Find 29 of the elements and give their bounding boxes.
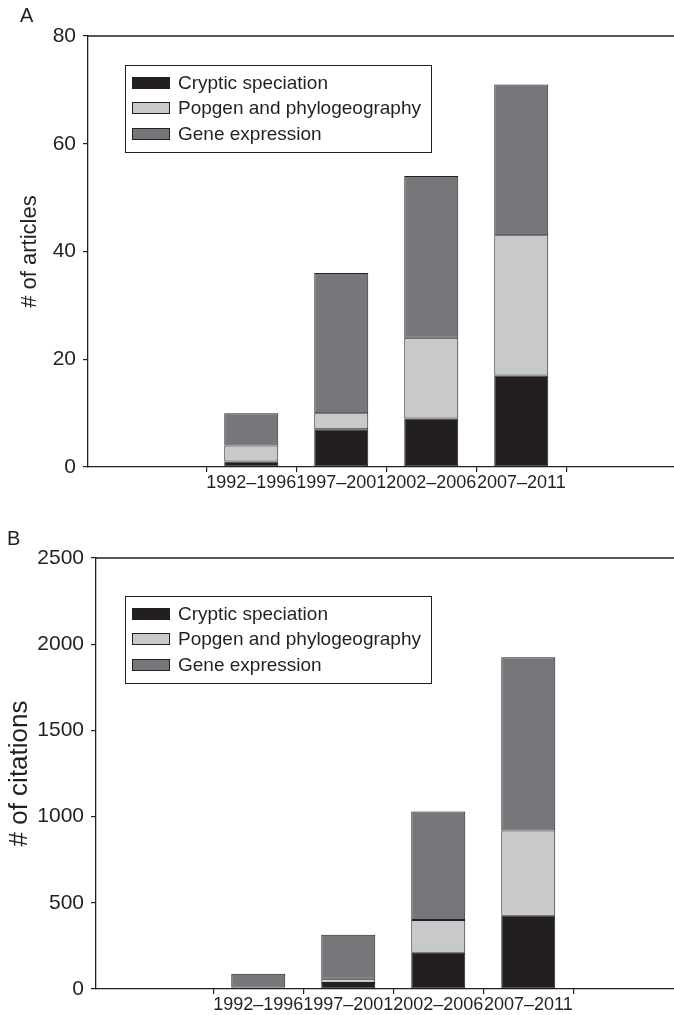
legend-label: Cryptic speciation (178, 602, 328, 625)
legend-label: Popgen and phylogeography (178, 628, 421, 651)
y-tick-label: 60 (52, 130, 76, 154)
legend-label: Cryptic speciation (178, 71, 328, 94)
y-axis-title: # of citations (2, 700, 33, 847)
x-tick-label: 1992–1996 (206, 471, 297, 492)
y-tick-label: 80 (52, 22, 76, 46)
legend-label: Gene expression (178, 653, 322, 676)
y-axis-title: # of articles (16, 195, 42, 308)
y-tick-label: 20 (52, 346, 76, 370)
y-tick-label: 500 (48, 889, 84, 913)
y-tick-label: 2500 (37, 544, 84, 568)
y-tick-label: 1500 (37, 717, 84, 741)
y-tick-label: 1000 (37, 803, 84, 827)
y-tick-label: 2000 (37, 631, 84, 654)
y-tick-label: 0 (72, 975, 84, 999)
x-tick-label: 1992–1996 (213, 993, 304, 1014)
y-tick-label: 40 (52, 238, 76, 262)
x-tick-label: 2002–2006 (393, 993, 484, 1014)
text: B (7, 527, 21, 549)
x-tick-label: 1997–2001 (303, 993, 394, 1014)
x-tick-label: 2007–2011 (476, 471, 566, 492)
y-tick-label: 0 (64, 453, 76, 477)
legend-label: Gene expression (178, 122, 322, 145)
x-tick-label: 2002–2006 (386, 471, 477, 492)
text: A (20, 4, 34, 26)
legend-label: Popgen and phylogeography (178, 97, 421, 120)
x-tick-label: 2007–2011 (483, 993, 573, 1014)
x-tick-label: 1997–2001 (296, 471, 387, 492)
